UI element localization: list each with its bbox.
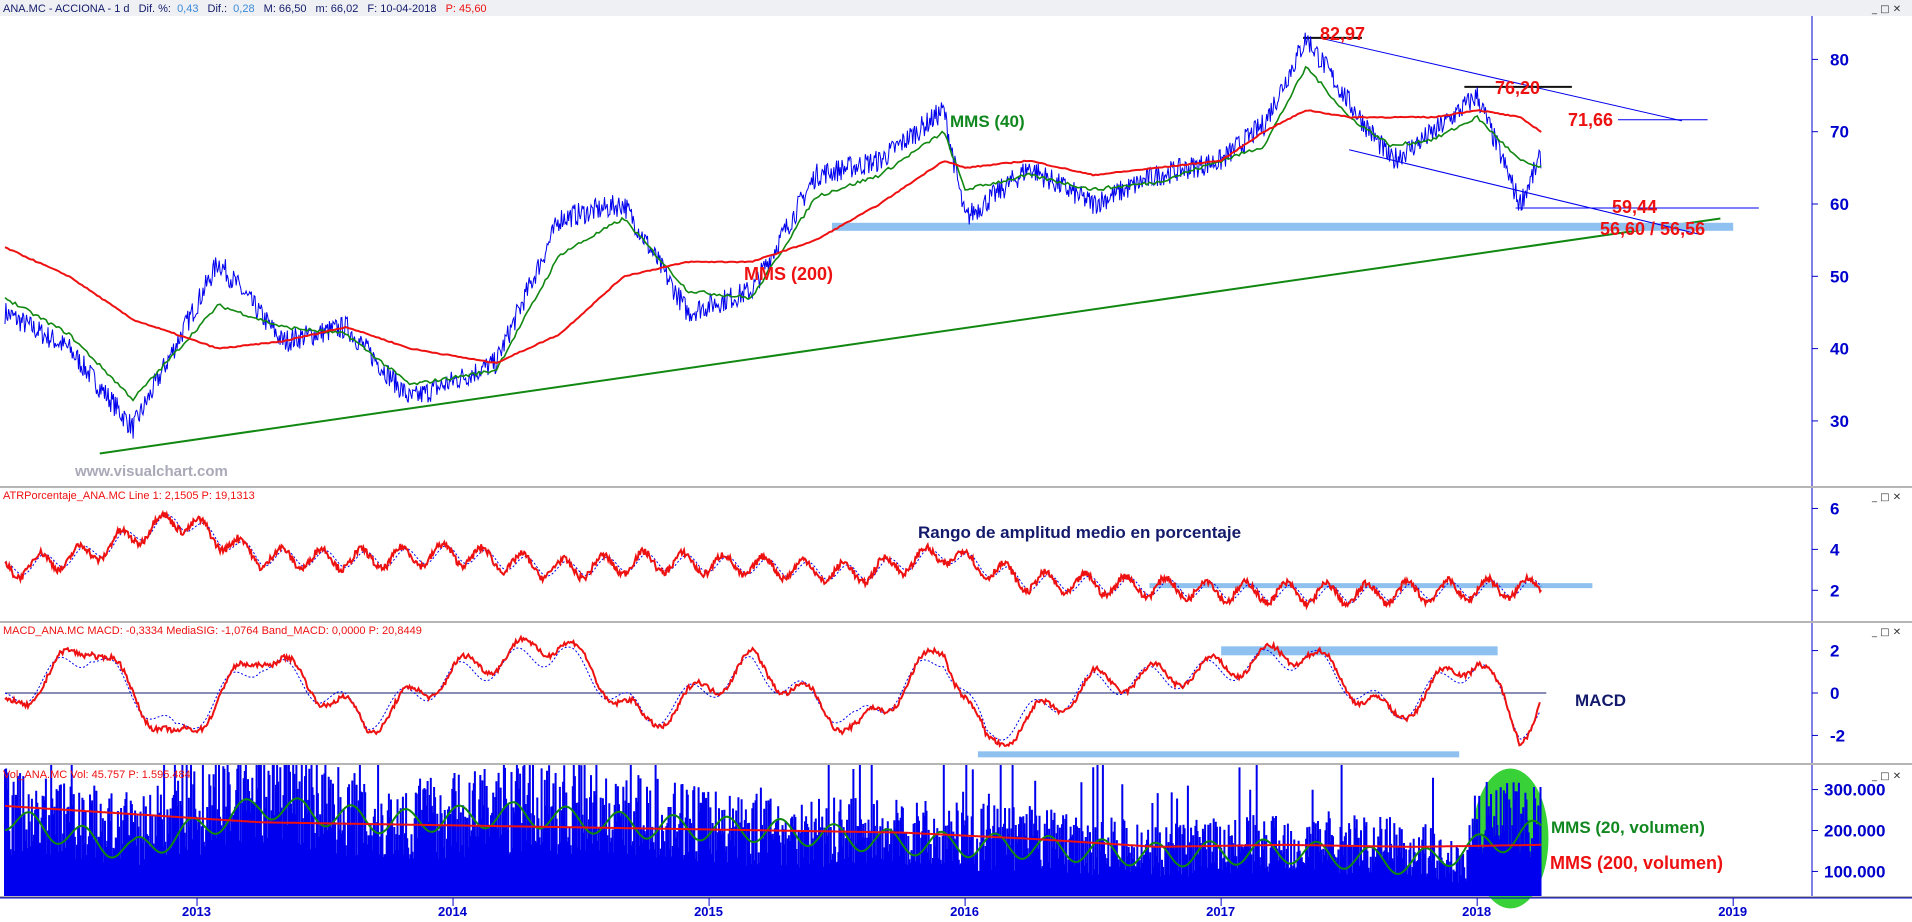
header-difpct-value: 0,43 — [177, 3, 198, 15]
channel-upper — [1318, 37, 1683, 122]
atr-window-buttons[interactable]: _ □ ✕ — [1871, 492, 1901, 503]
y-tick-label: 6 — [1830, 499, 1839, 518]
y-tick-label: 0 — [1830, 684, 1839, 703]
label-mms40: MMS (40) — [950, 112, 1025, 131]
label-mms200: MMS (200) — [744, 264, 833, 284]
header-dif-value: 0,28 — [233, 3, 254, 15]
trend-line — [99, 217, 1721, 455]
macd-panel: 2 0 -2 — [4, 634, 1845, 758]
y-tick-label: 200.000 — [1824, 822, 1885, 841]
y-tick-label: 300.000 — [1824, 781, 1885, 800]
macd-window-buttons[interactable]: _ □ ✕ — [1871, 627, 1901, 638]
panel-frames — [0, 16, 1912, 898]
macd-upper-band — [1221, 646, 1498, 656]
volume-panel: 300.000 200.000 100.000 — [4, 765, 1885, 909]
y-tick-label: 60 — [1830, 195, 1849, 214]
y-tick-label: -2 — [1830, 726, 1845, 745]
price-window-buttons[interactable]: _ □ ✕ — [1871, 4, 1901, 15]
label-level-5944: 59,44 — [1612, 197, 1657, 217]
header-max: M: 66,50 — [264, 3, 307, 15]
atr-note: Rango de amplitud medio en porcentaje — [918, 523, 1241, 542]
y-tick-label: 80 — [1830, 50, 1849, 69]
header-text: ANA.MC - ACCIONA - 1 d Dif. %: 0,43 Dif.… — [3, 3, 487, 15]
y-tick-label: 4 — [1830, 540, 1840, 559]
macd-line — [4, 634, 1541, 748]
header-price: P: 45,60 — [446, 3, 487, 15]
label-level-5660: 56,60 / 56,56 — [1600, 219, 1705, 239]
header-difpct-label: Dif. %: — [139, 3, 171, 15]
y-tick-label: 100.000 — [1824, 862, 1885, 881]
macd-signal-line — [4, 646, 1541, 741]
atr-signal — [4, 514, 1542, 604]
x-tick-label: 2013 — [182, 904, 211, 919]
series-mms200 — [4, 109, 1542, 364]
y-tick-label: 40 — [1830, 340, 1849, 359]
vol-mms20 — [4, 797, 1542, 876]
atr-title: ATRPorcentaje_ANA.MC Line 1: 2,1505 P: 1… — [3, 490, 255, 502]
volume-bars — [4, 765, 1540, 896]
vol-note-ma200: MMS (200, volumen) — [1550, 853, 1723, 873]
x-axis: 2013 2014 2015 2016 2017 2018 2019 — [0, 897, 1912, 919]
vol-mms200 — [4, 804, 1542, 848]
support-band — [831, 222, 1734, 231]
atr-panel: 6 4 2 — [4, 499, 1840, 611]
header-min: m: 66,02 — [316, 3, 359, 15]
header-symbol: ANA.MC - ACCIONA - 1 d — [3, 3, 130, 15]
x-tick-label: 2018 — [1462, 904, 1491, 919]
vol-note-ma20: MMS (20, volumen) — [1551, 818, 1705, 837]
atr-band — [1149, 583, 1593, 589]
y-tick-label: 50 — [1830, 267, 1849, 286]
x-tick-label: 2019 — [1718, 904, 1747, 919]
header-dif-label: Dif.: — [208, 3, 228, 15]
price-panel: 80 70 60 50 40 30 — [4, 32, 1849, 455]
y-tick-label: 2 — [1830, 581, 1839, 600]
label-level-7620: 76,20 — [1495, 78, 1540, 98]
series-price — [4, 32, 1542, 439]
y-tick-label: 30 — [1830, 412, 1849, 431]
y-tick-label: 70 — [1830, 123, 1849, 142]
vol-window-buttons[interactable]: _ □ ✕ — [1871, 771, 1901, 782]
label-level-8297: 82,97 — [1320, 24, 1365, 44]
header-date: F: 10-04-2018 — [367, 3, 436, 15]
watermark-logo: www.visualchart.com — [74, 463, 228, 480]
x-tick-label: 2017 — [1206, 904, 1235, 919]
atr-line — [4, 509, 1542, 611]
vol-title: Vol_ANA.MC Vol: 45.757 P: 1.595.484 — [3, 769, 191, 781]
macd-note: MACD — [1575, 691, 1626, 710]
x-tick-label: 2014 — [438, 904, 468, 919]
x-tick-label: 2016 — [950, 904, 979, 919]
label-level-7166: 71,66 — [1568, 110, 1613, 130]
series-mms40 — [4, 65, 1542, 402]
header-bar — [0, 0, 1912, 16]
y-tick-label: 2 — [1830, 642, 1839, 661]
macd-lower-band — [977, 751, 1460, 758]
macd-title: MACD_ANA.MC MACD: -0,3334 MediaSIG: -1,0… — [3, 625, 422, 637]
x-tick-label: 2015 — [694, 904, 723, 919]
